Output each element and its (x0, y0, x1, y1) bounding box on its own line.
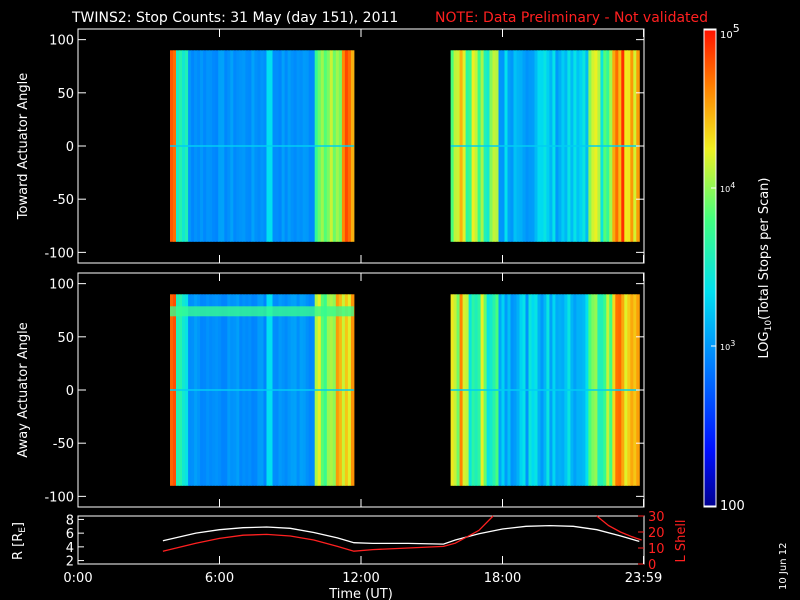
orbit-ylabel-right: L Shell (674, 519, 689, 562)
ytick-left-label: 4 (66, 541, 74, 556)
ytick-label: -100 (44, 246, 74, 261)
panel-toward-yticks: 100 50 0 -50 -100 (44, 29, 645, 263)
panel-toward-ylabel: Toward Actuator Angle (16, 73, 31, 220)
ytick-label: 100 (49, 278, 74, 293)
panel-away-heatmap (170, 294, 640, 486)
colorbar-tick-100: 100 (704, 499, 745, 514)
date-stamp: 10 Jun 12 (778, 543, 789, 590)
ytick-right-label: 30 (648, 510, 665, 525)
xtick-label: 23:59 (625, 571, 662, 586)
radius-line (162, 524, 640, 545)
ytick-label: 0 (66, 384, 74, 399)
ytick-right-label: 0 (648, 558, 656, 573)
xaxis-label: Time (UT) (328, 587, 393, 600)
panel-toward-heatmap (170, 50, 640, 242)
lshell-line (596, 515, 642, 541)
ytick-left-label: 2 (66, 555, 74, 570)
colorbar-tick-10-3: 103 (711, 339, 735, 352)
ytick-right-label: 10 (648, 542, 665, 557)
svg-text:105: 105 (720, 22, 740, 41)
ytick-left-label: 8 (66, 513, 74, 528)
ytick-label: -50 (53, 193, 74, 208)
panel-away: 100 50 0 -50 -100 Away Actuator Angle (16, 272, 645, 508)
orbit-ylabel-left: R [RE] (11, 522, 28, 560)
ytick-label: -50 (53, 437, 74, 452)
colorbar-gradient (703, 28, 717, 508)
xtick-label: 12:00 (342, 571, 379, 586)
xtick-label: 0:00 (63, 571, 92, 586)
colorbar-label: LOG10(Total Stops per Scan) (757, 178, 774, 359)
data-note: NOTE: Data Preliminary - Not validated (435, 10, 708, 26)
ytick-label: 100 (49, 34, 74, 49)
svg-text:100: 100 (720, 499, 745, 514)
svg-text:103: 103 (720, 339, 735, 352)
panel-away-yticks: 100 50 0 -50 -100 (44, 273, 645, 507)
colorbar-tick-10-5: 105 (704, 22, 740, 41)
svg-text:104: 104 (720, 181, 735, 194)
ytick-label: 0 (66, 140, 74, 155)
colorbar: 105 104 103 100 LOG10(Total Stops per Sc… (703, 22, 774, 514)
ytick-label: 50 (57, 331, 74, 346)
panel-away-ylabel: Away Actuator Angle (16, 322, 31, 457)
colorbar-tick-10-4: 104 (711, 181, 735, 194)
ytick-label: 50 (57, 87, 74, 102)
panel-orbit-lines (162, 515, 642, 552)
xtick-label: 18:00 (484, 571, 521, 586)
lshell-line (162, 515, 494, 552)
ytick-left-label: 6 (66, 527, 74, 542)
chart-title: TWINS2: Stop Counts: 31 May (day 151), 2… (71, 10, 398, 26)
ytick-right-label: 20 (648, 526, 665, 541)
xtick-label: 6:00 (205, 571, 234, 586)
panel-toward: 100 50 0 -50 -100 Toward Actuator Angle (16, 28, 645, 264)
ytick-label: -100 (44, 490, 74, 505)
heatmap-band (170, 306, 354, 317)
